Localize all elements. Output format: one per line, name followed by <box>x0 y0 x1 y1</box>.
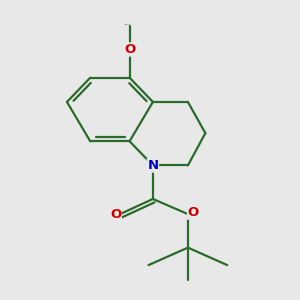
Text: N: N <box>147 159 158 172</box>
Text: O: O <box>188 206 199 219</box>
Text: methoxy: methoxy <box>125 24 131 25</box>
Text: O: O <box>124 43 135 56</box>
Text: O: O <box>110 208 121 220</box>
